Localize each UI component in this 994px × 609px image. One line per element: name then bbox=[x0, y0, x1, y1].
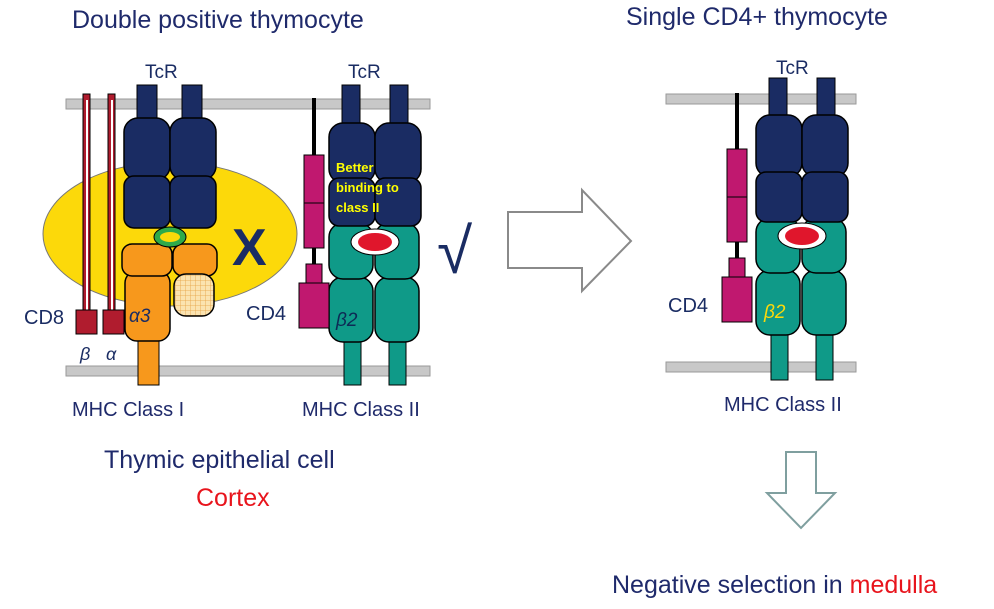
tcr-right bbox=[755, 77, 849, 250]
mhc-class-2-label-right: MHC Class II bbox=[724, 394, 842, 416]
mhc-class-1-molecule bbox=[121, 226, 218, 386]
better-binding-line-2: binding to bbox=[336, 180, 399, 195]
epithelial-membrane-left bbox=[65, 365, 431, 377]
left-title: Double positive thymocyte bbox=[72, 6, 364, 34]
selected-check-mark: √ bbox=[437, 215, 473, 287]
beta2-label-left: β2 bbox=[335, 310, 358, 331]
better-binding-line-3: class II bbox=[336, 200, 379, 215]
cd8-label: CD8 bbox=[24, 307, 64, 329]
tcr-left-panel-class2 bbox=[328, 84, 422, 256]
tcr-label-left: TcR bbox=[145, 62, 178, 83]
thymocyte-membrane-right bbox=[665, 93, 857, 105]
rejected-x-mark: X bbox=[232, 219, 267, 277]
transition-arrow-down bbox=[764, 451, 838, 530]
right-title: Single CD4+ thymocyte bbox=[626, 3, 888, 31]
cortex-label: Cortex bbox=[196, 484, 270, 512]
beta-chain-label: β bbox=[79, 344, 90, 364]
negative-selection-label: Negative selection in medulla bbox=[612, 571, 937, 600]
cd4-molecule-left bbox=[298, 98, 330, 329]
thymocyte-membrane-left bbox=[65, 98, 431, 110]
mhc-class-2-label-left: MHC Class II bbox=[302, 399, 420, 421]
tcr-label-left-class2: TcR bbox=[348, 62, 381, 83]
epithelial-membrane-right bbox=[665, 361, 857, 373]
cd4-label-right: CD4 bbox=[668, 295, 708, 317]
negative-selection-prefix: Negative selection in bbox=[612, 571, 850, 599]
cd4-molecule-right bbox=[721, 93, 753, 323]
better-binding-line-1: Better bbox=[336, 160, 374, 175]
tcr-left bbox=[123, 84, 217, 229]
alpha-chain-label: α bbox=[106, 344, 117, 364]
mhc-class-2-molecule-left bbox=[328, 222, 420, 386]
cd8-molecule bbox=[75, 93, 125, 335]
cd4-label-left: CD4 bbox=[246, 303, 286, 325]
medulla-label: medulla bbox=[849, 571, 938, 599]
beta2-label-right: β2 bbox=[763, 302, 786, 323]
transition-arrow-right bbox=[507, 187, 633, 294]
mhc-class-1-label: MHC Class I bbox=[72, 399, 185, 421]
better-binding-note: Better binding to class II bbox=[336, 160, 399, 215]
alpha3-label: α3 bbox=[129, 306, 151, 327]
tcr-label-right: TcR bbox=[776, 58, 809, 79]
thymic-epithelial-cell-label: Thymic epithelial cell bbox=[104, 446, 335, 474]
